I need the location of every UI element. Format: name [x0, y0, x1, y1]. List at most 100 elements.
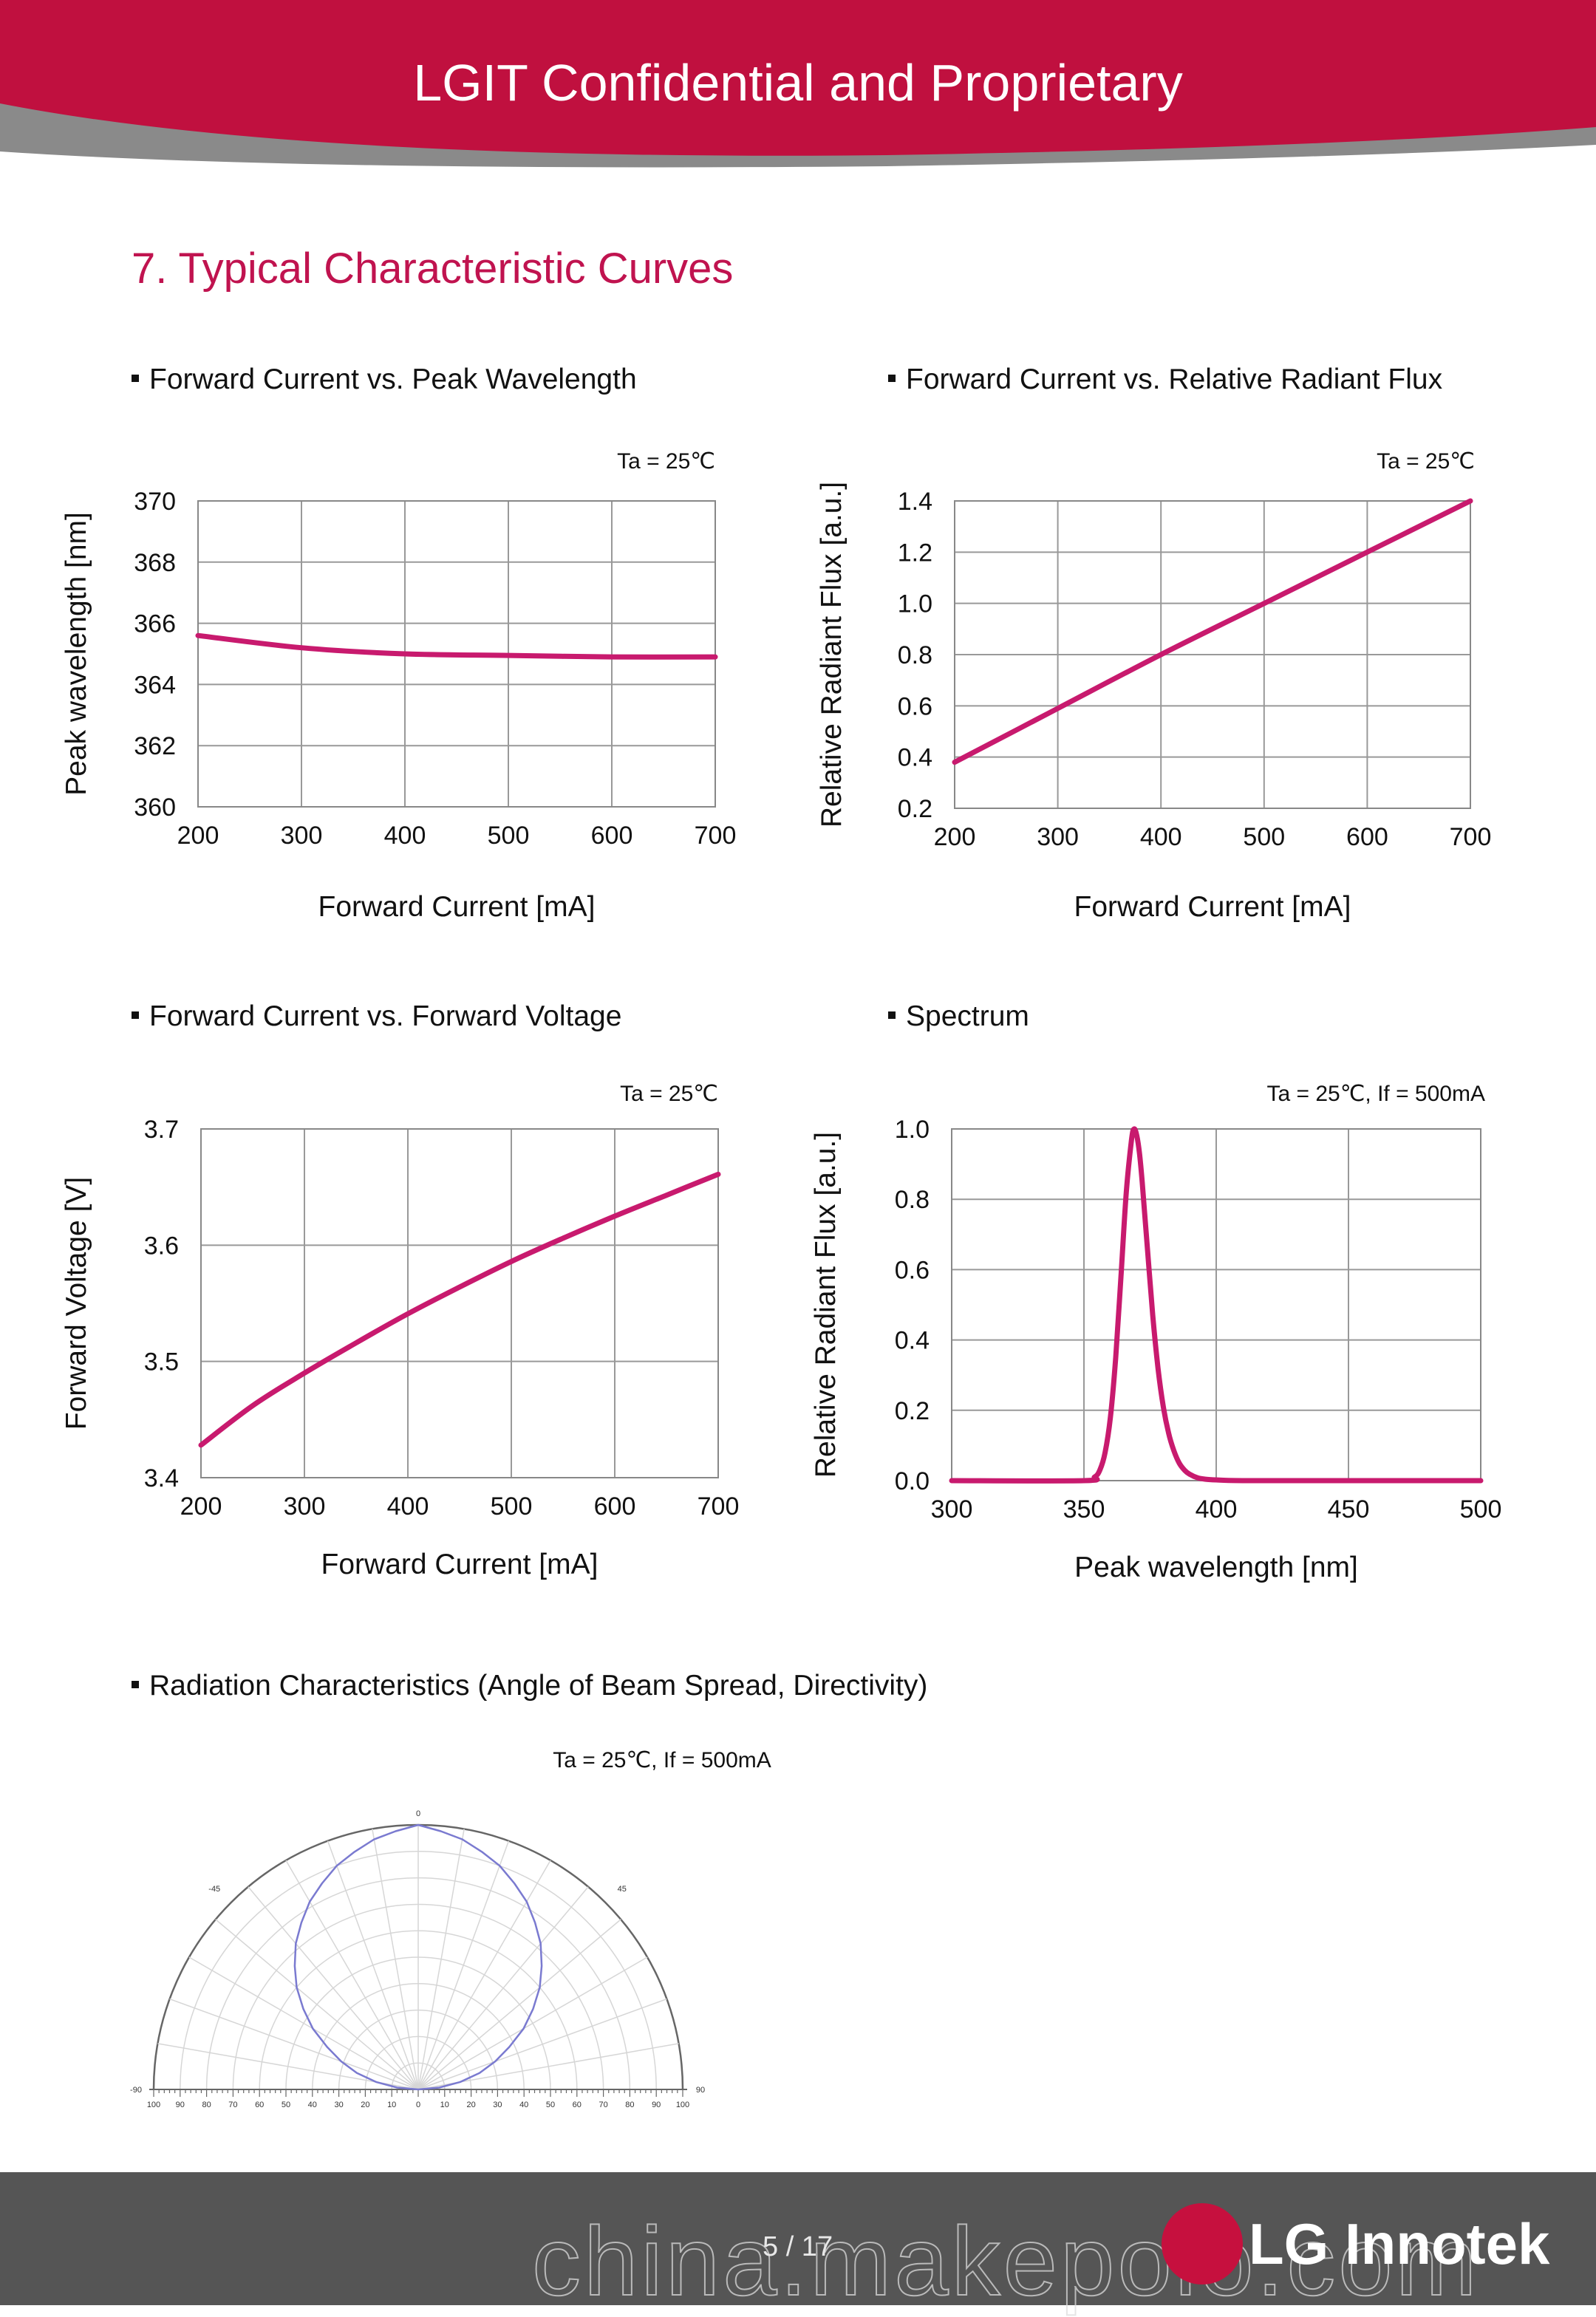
polar-radial-label: 90 [176, 2101, 185, 2109]
x-tick-label: 700 [698, 1492, 740, 1521]
y-axis-label: Relative Radiant Flux [a.u.] [810, 1132, 842, 1478]
chart-annotation: Ta = 25℃, If = 500mA [553, 1748, 771, 1772]
header-title: LGIT Confidential and Proprietary [413, 54, 1183, 112]
x-axis-label: Peak wavelength [nm] [1074, 1552, 1358, 1583]
section-title: 7. Typical Characteristic Curves [132, 245, 734, 293]
polar-radial-label: 30 [493, 2101, 502, 2109]
x-axis-label: Forward Current [mA] [1074, 891, 1351, 923]
plot-frame [954, 500, 1471, 809]
x-tick-label: 600 [591, 822, 633, 850]
x-tick-label: 200 [177, 822, 219, 850]
polar-spoke [169, 1998, 419, 2090]
y-tick-label: 3.5 [144, 1348, 179, 1376]
y-tick-label: 364 [134, 671, 176, 699]
polar-angle-label: 90 [696, 2086, 705, 2095]
chart1-subtitle-text: Forward Current vs. Peak Wavelength [149, 364, 637, 395]
y-tick-label: 366 [134, 610, 176, 638]
bullet-icon [132, 374, 139, 382]
chart-annotation: Ta = 25℃ [620, 1082, 718, 1106]
y-tick-label: 1.0 [898, 590, 932, 618]
polar-spoke [248, 1886, 419, 2090]
x-tick-label: 300 [931, 1495, 973, 1523]
y-tick-label: 0.2 [898, 795, 932, 823]
x-tick-label: 400 [387, 1492, 429, 1521]
polar-spoke [417, 1840, 510, 2090]
x-tick-label: 350 [1063, 1495, 1105, 1523]
x-tick-label: 500 [491, 1492, 533, 1521]
chart3-subtitle: Forward Current vs. Forward Voltage [132, 1000, 621, 1033]
bullet-icon [888, 374, 896, 382]
polar-spoke [417, 1956, 648, 2090]
y-tick-label: 0.8 [895, 1186, 930, 1214]
chart2-subtitle: Forward Current vs. Relative Radiant Flu… [888, 364, 1442, 396]
polar-spoke [215, 1919, 419, 2090]
chart3-subtitle-text: Forward Current vs. Forward Voltage [149, 1000, 622, 1032]
x-tick-label: 700 [695, 822, 737, 850]
y-axis-label: Forward Voltage [V] [61, 1177, 92, 1430]
bullet-icon [132, 1011, 139, 1019]
plot-frame [200, 1128, 719, 1478]
chart4-subtitle-text: Spectrum [906, 1000, 1029, 1032]
y-tick-label: 3.7 [144, 1116, 179, 1144]
y-tick-label: 0.0 [895, 1467, 930, 1495]
lg-logo-icon [1162, 2203, 1243, 2284]
polar-radial-label: 100 [147, 2101, 160, 2109]
polar-radial-label: 70 [228, 2101, 237, 2109]
chart5-subtitle: Radiation Characteristics (Angle of Beam… [132, 1670, 927, 1702]
x-tick-label: 400 [1140, 823, 1182, 851]
polar-spoke [417, 1998, 667, 2090]
polar-angle-label: 45 [618, 1885, 627, 1894]
x-tick-label: 450 [1328, 1495, 1370, 1523]
x-tick-label: 200 [934, 823, 976, 851]
polar-radial-label: 50 [546, 2101, 555, 2109]
x-tick-label: 300 [284, 1492, 326, 1521]
y-tick-label: 0.2 [895, 1397, 930, 1425]
polar-radial-label: 20 [361, 2101, 369, 2109]
polar-radial-label: 0 [416, 2101, 420, 2109]
y-tick-label: 0.4 [895, 1327, 930, 1355]
y-tick-label: 362 [134, 732, 176, 760]
polar-radial-label: 40 [519, 2101, 528, 2109]
polar-radial-label: 100 [676, 2101, 689, 2109]
chart1-subtitle: Forward Current vs. Peak Wavelength [132, 364, 637, 396]
polar-spoke [188, 1956, 419, 2090]
x-tick-label: 200 [180, 1492, 222, 1521]
polar-radial-label: 60 [255, 2101, 264, 2109]
polar-radial-label: 80 [625, 2101, 634, 2109]
header-banner [0, 0, 1596, 168]
series-line [195, 632, 718, 660]
x-tick-label: 400 [384, 822, 426, 850]
polar-radial-label: 50 [282, 2101, 290, 2109]
polar-radial-label: 90 [652, 2101, 661, 2109]
polar-radial-label: 20 [466, 2101, 475, 2109]
y-tick-label: 360 [134, 794, 176, 822]
y-axis-label: Relative Radiant Flux [a.u.] [816, 482, 848, 828]
polar-radial-label: 80 [202, 2101, 211, 2109]
footer-bar [0, 2172, 1596, 2305]
polar-spoke [417, 1886, 589, 2090]
polar-radial-label: 40 [308, 2101, 317, 2109]
y-axis-label: Peak wavelength [nm] [61, 512, 92, 796]
x-tick-label: 300 [281, 822, 323, 850]
y-tick-label: 1.0 [895, 1116, 930, 1144]
series-line [949, 1126, 1484, 1484]
polar-radial-label: 10 [440, 2101, 449, 2109]
polar-spoke [327, 1840, 419, 2090]
x-axis-label: Forward Current [mA] [318, 891, 596, 923]
x-axis-label: Forward Current [mA] [321, 1549, 598, 1580]
y-tick-label: 1.2 [898, 539, 932, 567]
polar-radial-label: 70 [598, 2101, 607, 2109]
x-tick-label: 500 [1243, 823, 1285, 851]
y-tick-label: 368 [134, 549, 176, 577]
y-tick-label: 0.8 [898, 641, 932, 669]
polar-spoke [417, 1829, 465, 2090]
polar-radial-label: 60 [573, 2101, 582, 2109]
polar-spoke [417, 1919, 621, 2090]
chart2-subtitle-text: Forward Current vs. Relative Radiant Flu… [906, 364, 1443, 395]
series-line [198, 1171, 721, 1448]
polar-intensity-curve [293, 1823, 543, 2091]
chart5-subtitle-text: Radiation Characteristics (Angle of Beam… [149, 1670, 928, 1702]
